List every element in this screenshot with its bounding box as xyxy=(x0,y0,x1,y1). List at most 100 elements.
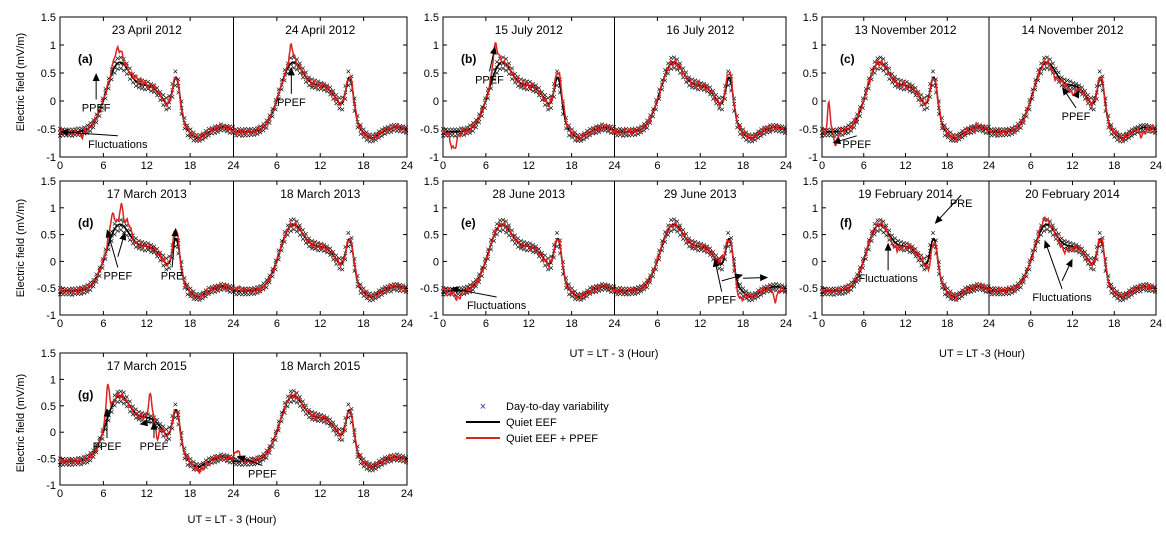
variability-marker: × xyxy=(337,93,342,103)
variability-marker: × xyxy=(109,75,114,85)
variability-marker: × xyxy=(136,83,141,93)
variability-marker: × xyxy=(1071,84,1076,94)
variability-marker: × xyxy=(919,100,924,110)
variability-marker: × xyxy=(303,68,308,78)
variability-marker: × xyxy=(983,128,988,138)
x-tick-label: 18 xyxy=(358,160,370,172)
variability-marker: × xyxy=(1044,63,1049,73)
variability-marker: × xyxy=(596,121,601,131)
variability-marker: × xyxy=(569,124,574,134)
variability-marker: × xyxy=(647,111,652,121)
variability-marker: × xyxy=(403,123,408,133)
y-tick-label: -0.5 xyxy=(799,124,818,136)
variability-marker: × xyxy=(476,117,481,127)
variability-marker: × xyxy=(60,290,65,300)
variability-marker: × xyxy=(470,126,475,136)
variability-marker: × xyxy=(578,130,583,140)
x-tick-label: 18 xyxy=(184,318,196,330)
variability-marker: × xyxy=(1123,135,1128,145)
variability-marker: × xyxy=(731,106,736,116)
variability-marker: × xyxy=(840,123,845,133)
variability-marker: × xyxy=(677,58,682,68)
variability-marker: × xyxy=(1062,75,1067,85)
variability-marker: × xyxy=(494,57,499,67)
variability-marker: × xyxy=(179,109,184,119)
arrow-head-icon xyxy=(60,128,69,136)
variability-marker: × xyxy=(581,129,586,139)
variability-marker: × xyxy=(100,263,105,273)
variability-marker: × xyxy=(158,95,163,105)
variability-marker: × xyxy=(103,93,108,103)
variability-marker: × xyxy=(617,124,622,134)
variability-marker: × xyxy=(780,127,785,137)
annotation-label: Fluctuations xyxy=(88,139,148,151)
variability-marker: × xyxy=(449,128,454,138)
variability-marker: × xyxy=(221,126,226,136)
variability-marker: × xyxy=(749,136,754,146)
y-tick-label: -0.5 xyxy=(37,124,56,136)
x-tick-label: 6 xyxy=(274,488,280,500)
variability-marker: × xyxy=(258,128,263,138)
variability-marker: × xyxy=(100,103,105,113)
variability-marker: × xyxy=(881,66,886,76)
variability-marker: × xyxy=(980,121,985,131)
panel-label: (d) xyxy=(78,216,93,230)
variability-marker: × xyxy=(1129,124,1134,134)
variability-marker: × xyxy=(989,130,994,140)
variability-marker: × xyxy=(963,128,968,138)
variability-marker: × xyxy=(388,127,393,137)
variability-marker: × xyxy=(452,124,457,134)
variability-marker: × xyxy=(716,93,721,103)
x-tick-label: 18 xyxy=(941,160,953,172)
variability-marker: × xyxy=(506,59,511,69)
variability-marker: × xyxy=(500,58,505,68)
x-tick-label: 24 xyxy=(401,160,413,172)
variability-marker: × xyxy=(1138,124,1143,134)
y-tick-label: 0 xyxy=(433,96,439,108)
variability-marker: × xyxy=(1068,81,1073,91)
variability-marker: × xyxy=(1088,93,1093,103)
variability-marker: × xyxy=(734,111,739,121)
arrow-head-icon xyxy=(1072,89,1080,99)
variability-marker: × xyxy=(94,110,99,120)
variability-marker: × xyxy=(109,236,114,246)
variability-marker: × xyxy=(743,128,748,138)
variability-marker: × xyxy=(106,244,111,254)
variability-marker: × xyxy=(746,137,751,147)
variability-marker: × xyxy=(60,131,65,141)
variability-marker: × xyxy=(361,124,366,134)
x-tick-label: 12 xyxy=(314,318,326,330)
variability-marker: × xyxy=(665,69,670,79)
variability-marker: × xyxy=(334,90,339,100)
variability-marker: × xyxy=(206,124,211,134)
variability-marker: × xyxy=(884,59,889,69)
variability-marker: × xyxy=(488,83,493,93)
variability-marker: × xyxy=(139,83,144,93)
variability-marker: × xyxy=(910,87,915,97)
variability-marker: × xyxy=(145,77,150,87)
variability-marker: × xyxy=(1003,124,1008,134)
x-tick-label: 18 xyxy=(184,488,196,500)
variability-marker: × xyxy=(665,58,670,68)
date-label: 17 March 2015 xyxy=(107,359,187,373)
variability-marker: × xyxy=(500,53,505,63)
y-tick-label: -1 xyxy=(808,310,818,322)
variability-marker: × xyxy=(88,126,93,136)
variability-marker: × xyxy=(297,68,302,78)
variability-marker: × xyxy=(884,69,889,79)
variability-marker: × xyxy=(112,219,117,229)
variability-marker: × xyxy=(536,83,541,93)
variability-marker: × xyxy=(203,133,208,143)
variability-marker: × xyxy=(545,104,550,114)
variability-marker: × xyxy=(473,122,478,132)
variability-marker: × xyxy=(227,128,232,138)
variability-marker: × xyxy=(470,118,475,128)
variability-marker: × xyxy=(79,123,84,133)
variability-marker: × xyxy=(60,283,65,293)
x-tick-label: 6 xyxy=(483,160,489,172)
variability-marker: × xyxy=(1015,126,1020,136)
x-tick-label: 12 xyxy=(899,160,911,172)
variability-marker: × xyxy=(907,86,912,96)
annotation-label: PPEF xyxy=(1062,111,1091,123)
x-tick-label: 12 xyxy=(1066,160,1078,172)
